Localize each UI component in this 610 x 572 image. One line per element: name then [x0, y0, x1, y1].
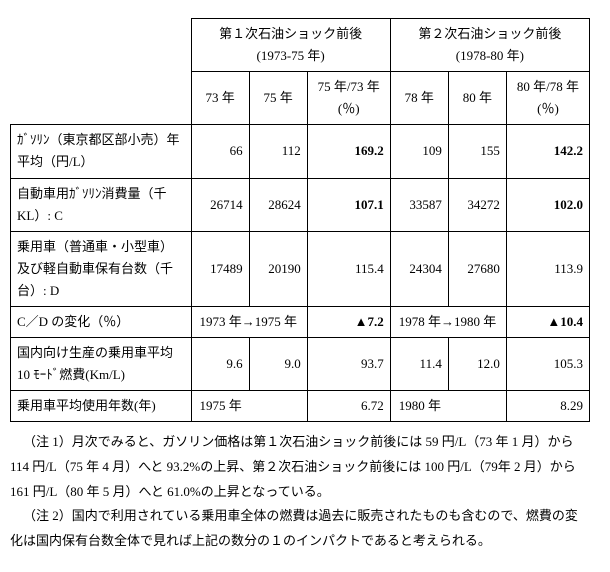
col-73: 73 年: [191, 72, 249, 125]
cell: 33587: [390, 178, 448, 231]
cell: 142.2: [506, 125, 589, 178]
cell: 93.7: [307, 338, 390, 391]
cell: 107.1: [307, 178, 390, 231]
row-gasoline: ｶﾞｿﾘﾝ（東京都区部小売）年平均（円/L） 66 112 169.2 109 …: [11, 125, 590, 178]
group1-header: 第１次石油ショック前後 (1973-75 年): [191, 19, 390, 72]
row-label: 国内向け生産の乗用車平均 10 ﾓｰﾄﾞ燃費(Km/L): [11, 338, 192, 391]
cell: 9.0: [249, 338, 307, 391]
cell: 6.72: [307, 391, 390, 422]
cell: 8.29: [506, 391, 589, 422]
col-ratio2: 80 年/78 年 (％): [506, 72, 589, 125]
col-75: 75 年: [249, 72, 307, 125]
row-fuel: 国内向け生産の乗用車平均 10 ﾓｰﾄﾞ燃費(Km/L) 9.6 9.0 93.…: [11, 338, 590, 391]
group2-title: 第２次石油ショック前後: [418, 26, 561, 41]
note-2: （注 2）国内で利用されている乗用車全体の燃費は過去に販売されたものも含むので、…: [10, 504, 590, 553]
group2-header: 第２次石油ショック前後 (1978-80 年): [390, 19, 589, 72]
row-label: ｶﾞｿﾘﾝ（東京都区部小売）年平均（円/L）: [11, 125, 192, 178]
cell: 113.9: [506, 231, 589, 306]
cell: 169.2: [307, 125, 390, 178]
row-consumption: 自動車用ｶﾞｿﾘﾝ消費量（千KL）: C 26714 28624 107.1 3…: [11, 178, 590, 231]
row-label: 乗用車（普通車・小型車）及び軽自動車保有台数（千台）: D: [11, 231, 192, 306]
cell: 28624: [249, 178, 307, 231]
corner-cell: [11, 19, 192, 125]
cell: ▲7.2: [307, 307, 390, 338]
cell: 12.0: [448, 338, 506, 391]
oil-shock-table: 第１次石油ショック前後 (1973-75 年) 第２次石油ショック前後 (197…: [10, 18, 590, 422]
col-80: 80 年: [448, 72, 506, 125]
cell: 115.4: [307, 231, 390, 306]
cell: 105.3: [506, 338, 589, 391]
group1-years: (1973-75 年): [257, 48, 325, 63]
note-1: （注 1）月次でみると、ガソリン価格は第１次石油ショック前後には 59 円/L（…: [10, 430, 590, 504]
cell: 66: [191, 125, 249, 178]
col-78: 78 年: [390, 72, 448, 125]
row-label: 自動車用ｶﾞｿﾘﾝ消費量（千KL）: C: [11, 178, 192, 231]
cell: 9.6: [191, 338, 249, 391]
cell: 109: [390, 125, 448, 178]
cell: 155: [448, 125, 506, 178]
cell: 1973 年→1975 年: [191, 307, 307, 338]
cell: 102.0: [506, 178, 589, 231]
cell: 24304: [390, 231, 448, 306]
row-label: 乗用車平均使用年数(年): [11, 391, 192, 422]
cell: 1978 年→1980 年: [390, 307, 506, 338]
cell: 1980 年: [390, 391, 506, 422]
notes: （注 1）月次でみると、ガソリン価格は第１次石油ショック前後には 59 円/L（…: [10, 430, 590, 553]
cell: 112: [249, 125, 307, 178]
row-vehicles: 乗用車（普通車・小型車）及び軽自動車保有台数（千台）: D 17489 2019…: [11, 231, 590, 306]
row-age: 乗用車平均使用年数(年) 1975 年 6.72 1980 年 8.29: [11, 391, 590, 422]
cell: 26714: [191, 178, 249, 231]
cell: 27680: [448, 231, 506, 306]
cell: ▲10.4: [506, 307, 589, 338]
row-label: C／D の変化（％）: [11, 307, 192, 338]
cell: 11.4: [390, 338, 448, 391]
cell: 17489: [191, 231, 249, 306]
col-ratio1: 75 年/73 年 (％): [307, 72, 390, 125]
group1-title: 第１次石油ショック前後: [219, 26, 362, 41]
row-cd: C／D の変化（％） 1973 年→1975 年 ▲7.2 1978 年→198…: [11, 307, 590, 338]
cell: 34272: [448, 178, 506, 231]
cell: 20190: [249, 231, 307, 306]
group2-years: (1978-80 年): [456, 48, 524, 63]
cell: 1975 年: [191, 391, 307, 422]
